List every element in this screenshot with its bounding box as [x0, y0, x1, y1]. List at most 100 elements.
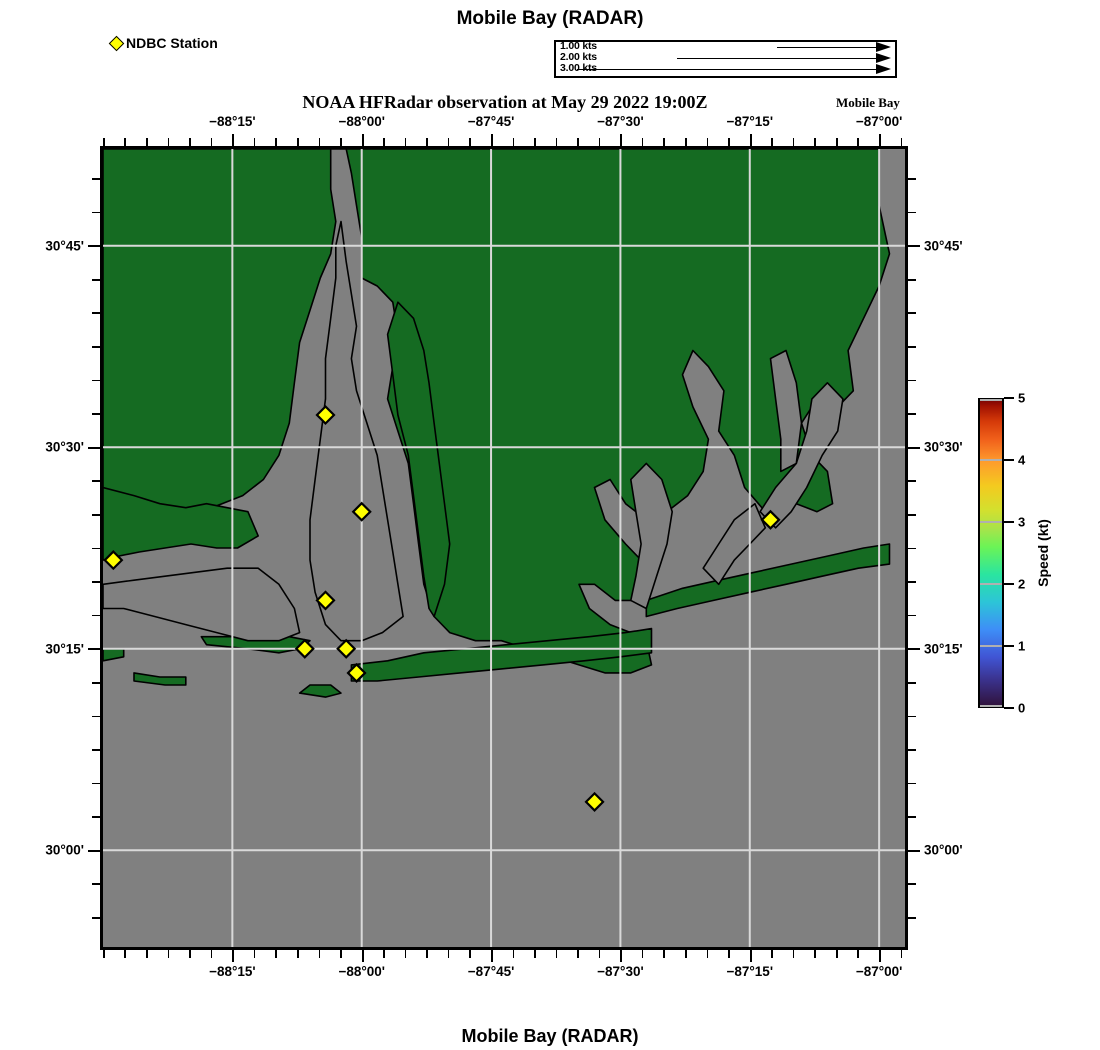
tick-x-top [555, 138, 558, 146]
tick-y-left [88, 446, 100, 449]
land-layer [103, 149, 891, 698]
tick-x-top [835, 138, 838, 146]
tick-x-top [641, 138, 644, 146]
ndbc-station-marker[interactable] [103, 550, 124, 571]
tick-x-top [512, 138, 515, 146]
ndbc-station-marker[interactable] [351, 501, 372, 522]
tick-x-bot [146, 950, 148, 958]
tick-y-right [908, 312, 916, 315]
tick-y-right [908, 648, 920, 651]
x-axis-label-top: −88°15' [209, 114, 256, 129]
colorbar-tick [1004, 397, 1014, 399]
velocity-scale-label-1: 1.00 kts [560, 40, 597, 52]
tick-y-left [88, 245, 100, 248]
tick-x-bot [383, 950, 385, 958]
x-axis-label-bottom: −87°00' [855, 964, 903, 979]
tick-x-bot [167, 950, 170, 958]
colorbar-tick [1004, 707, 1014, 709]
tick-x-bot [728, 950, 730, 958]
tick-x-bot [706, 950, 709, 958]
tick-x-top [146, 138, 148, 146]
colorbar-gridline [980, 705, 1002, 707]
tick-x-bot [792, 950, 795, 958]
velocity-scale-label-3: 3.00 kts [560, 62, 597, 74]
tick-y-right [908, 446, 920, 449]
tick-x-top [340, 138, 342, 146]
y-axis-label-right: 30°00' [924, 842, 963, 858]
observation-title: NOAA HFRadar observation at May 29 2022 … [302, 92, 708, 112]
velocity-arrow-head-icon-3 [876, 64, 891, 74]
tick-x-top [232, 134, 235, 146]
tick-y-left [92, 715, 100, 718]
tick-x-top [102, 138, 105, 146]
ndbc-station-marker[interactable] [346, 662, 367, 683]
tick-x-top [490, 134, 493, 146]
map-plot-area[interactable] [100, 146, 908, 950]
tick-x-bot [512, 950, 515, 958]
tick-x-top [663, 138, 666, 146]
tick-y-right [908, 917, 916, 919]
ndbc-station-marker[interactable] [315, 590, 336, 611]
y-axis-label-left: 30°15' [45, 641, 84, 657]
colorbar-gridline [980, 459, 1002, 461]
tick-x-bot [253, 950, 256, 958]
ndbc-station-marker[interactable] [584, 791, 605, 812]
velocity-arrow-shaft-2 [677, 58, 877, 59]
tick-x-bot [749, 950, 752, 962]
tick-x-top [318, 138, 321, 146]
colorbar-gradient [978, 398, 1004, 708]
velocity-scale-row: 2.00 kts [556, 52, 895, 64]
speed-colorbar[interactable]: 0 1 2 3 4 5 [978, 391, 1025, 716]
tick-y-left [92, 917, 100, 919]
x-axis-label-top: −87°15' [726, 114, 774, 129]
tick-x-top [900, 138, 903, 146]
tick-x-top [857, 138, 860, 146]
tick-x-top [814, 138, 816, 146]
colorbar-gridline [980, 645, 1002, 647]
tick-y-right [908, 379, 916, 382]
tick-x-bot [835, 950, 838, 958]
tick-x-bot [641, 950, 644, 958]
tick-x-bot [447, 950, 450, 958]
colorbar-tick [1004, 583, 1014, 585]
x-axis-label-bottom: −87°15' [726, 964, 774, 979]
tick-x-top [447, 138, 450, 146]
tick-x-bot [340, 950, 342, 958]
tick-y-left [92, 178, 100, 180]
tick-y-left [92, 883, 100, 886]
colorbar-gridline [980, 583, 1002, 585]
y-axis-label-right: 30°45' [924, 238, 963, 254]
colorbar-tick-label: 5 [1018, 390, 1026, 406]
tick-x-top [189, 138, 191, 146]
tick-y-left [92, 816, 100, 818]
diamond-marker-icon [108, 35, 125, 51]
tick-x-top [706, 138, 709, 146]
station-marker-layer [103, 404, 781, 812]
tick-x-top [577, 138, 579, 146]
colorbar-tick [1004, 521, 1014, 523]
colorbar-tick-label: 3 [1018, 514, 1026, 530]
tick-x-top [210, 138, 213, 146]
colorbar-gridline [980, 521, 1002, 523]
land-polygon [103, 486, 259, 561]
ndbc-station-marker[interactable] [760, 509, 781, 530]
velocity-arrow-head-icon-1 [876, 42, 891, 52]
tick-x-bot [189, 950, 191, 958]
ndbc-station-marker[interactable] [315, 404, 336, 426]
tick-y-left [92, 581, 100, 583]
tick-x-top [469, 138, 472, 146]
tick-x-bot [490, 950, 493, 962]
tick-y-left [92, 278, 100, 281]
tick-y-left [92, 614, 100, 617]
tick-y-right [908, 782, 916, 785]
tick-x-bot [577, 950, 579, 958]
ndbc-station-legend: NDBC Station [108, 35, 218, 51]
velocity-scale-row: 3.00 kts [556, 62, 895, 75]
ndbc-station-marker[interactable] [294, 638, 315, 659]
tick-x-top [879, 134, 882, 146]
bay-water-polygon [309, 220, 404, 642]
tick-x-bot [275, 950, 277, 958]
tick-y-right [908, 547, 916, 550]
ndbc-station-marker[interactable] [336, 638, 357, 659]
tick-x-top [685, 138, 687, 146]
